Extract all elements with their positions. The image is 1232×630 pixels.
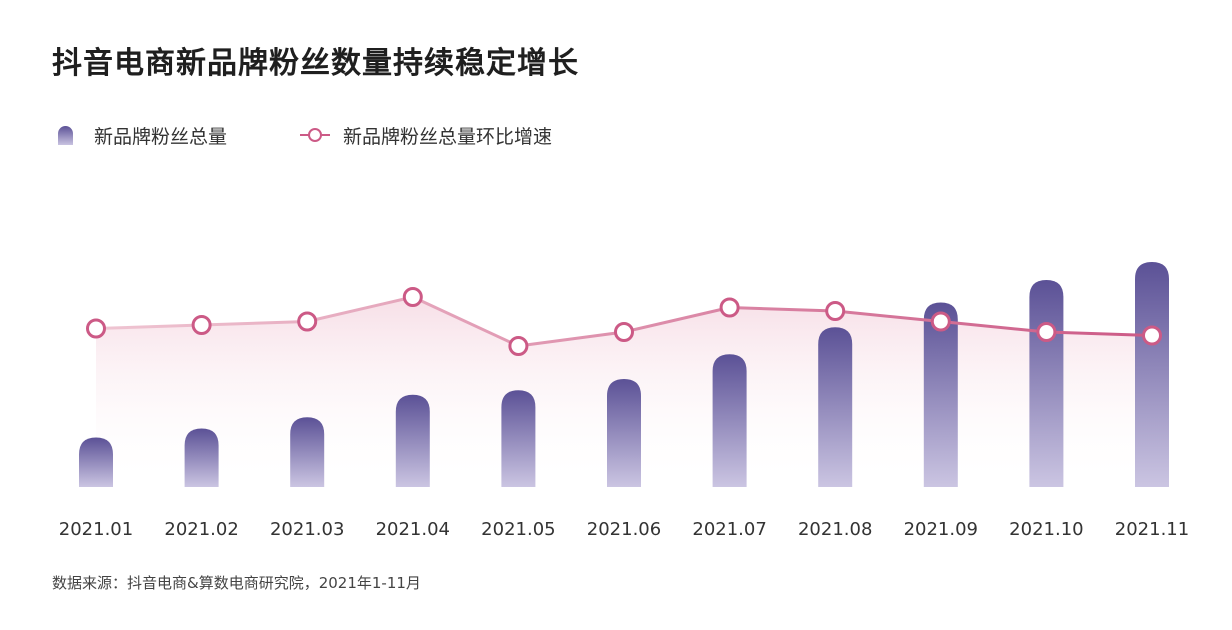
legend-label-fans-growth: 新品牌粉丝总量环比增速 [343,125,553,148]
growth-point-2021.08 [825,301,846,321]
growth-point-2021.07 [719,297,740,318]
bar-2021.07 [712,354,747,487]
growth-point-2021.01 [86,318,106,339]
chart-title: 抖音电商新品牌粉丝数量持续稳定增长 [52,46,579,81]
bar-2021.08 [818,327,853,487]
growth-point-2021.04 [402,287,423,307]
legend-item-fans-total: 新品牌粉丝总量 [58,120,227,150]
legend-item-fans-growth: 新品牌粉丝总量环比增速 [300,120,552,150]
bar-2021.02 [184,428,219,487]
x-tick-label-2021.02: 2021.02 [164,519,238,540]
legend-line-swatch [300,125,330,145]
bar-2021.06 [607,379,641,487]
legend-bar-swatch [58,125,73,145]
x-tick-label-2021.08: 2021.08 [798,519,872,540]
growth-point-2021.09 [930,311,951,332]
bar-2021.10 [1029,280,1064,487]
x-tick-label-2021.04: 2021.04 [376,519,450,540]
x-tick-label-2021.11: 2021.11 [1115,519,1189,540]
x-tick-label-2021.01: 2021.01 [59,519,133,540]
growth-point-2021.10 [1036,322,1057,342]
bar-2021.03 [290,417,325,487]
x-tick-label-2021.06: 2021.06 [587,519,661,540]
bar-2021.11 [1135,262,1169,487]
growth-point-2021.02 [191,315,212,335]
growth-point-2021.05 [508,336,529,356]
legend-label-fans-total: 新品牌粉丝总量 [94,125,228,148]
source-note: 数据来源：抖音电商&算数电商研究院，2021年1-11月 [52,574,421,592]
x-tick-label-2021.03: 2021.03 [270,519,344,540]
x-tick-label-2021.05: 2021.05 [481,519,555,540]
x-tick-label-2021.09: 2021.09 [904,519,978,540]
bar-2021.09 [923,302,958,487]
x-tick-label-2021.07: 2021.07 [692,519,766,540]
x-tick-label-2021.10: 2021.10 [1009,519,1083,540]
bar-2021.01 [79,437,113,487]
bar-2021.05 [501,390,536,487]
growth-point-2021.03 [297,311,318,332]
bar-2021.04 [395,394,430,487]
growth-point-2021.06 [614,322,634,342]
growth-point-2021.11 [1142,325,1162,346]
